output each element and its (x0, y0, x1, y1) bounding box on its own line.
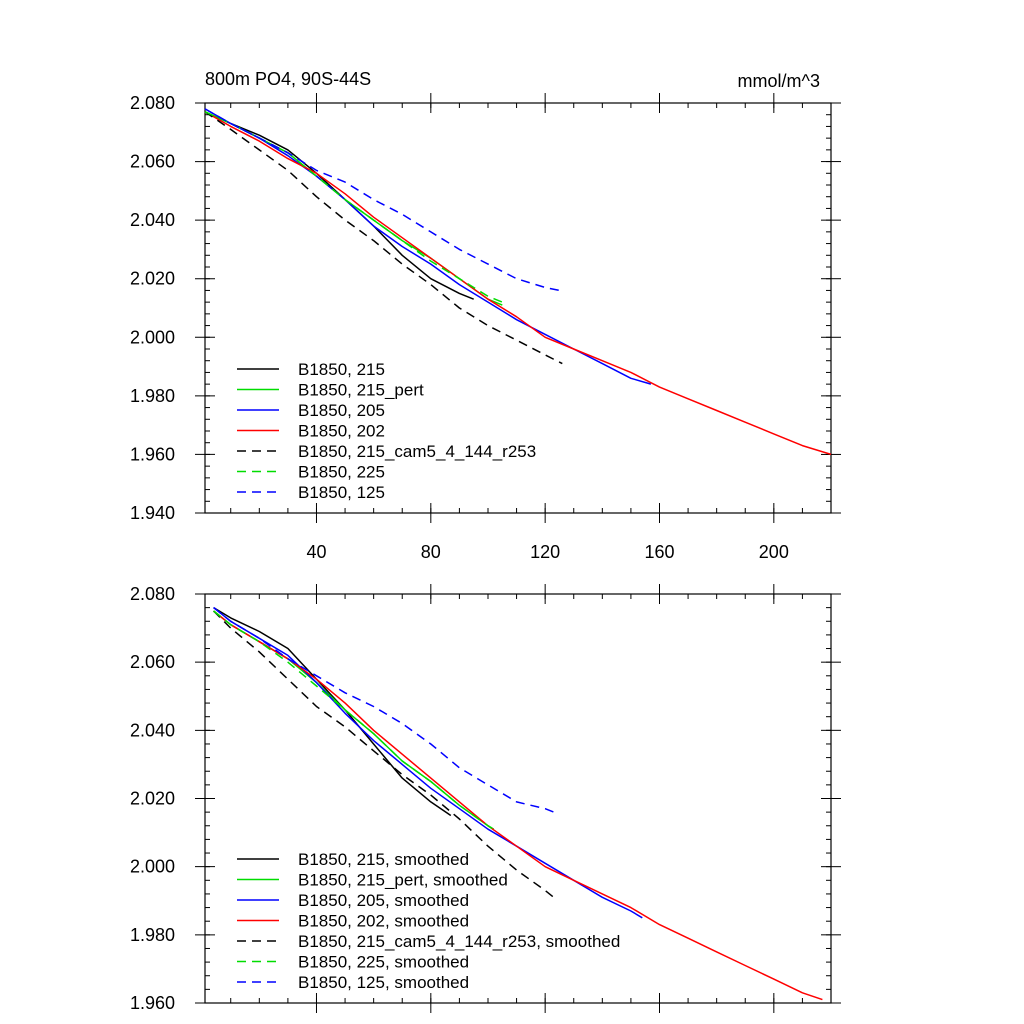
y-tick-label: 1.940 (130, 503, 175, 523)
legend-label: B1850, 125, smoothed (298, 973, 469, 992)
y-tick-label: 1.980 (130, 386, 175, 406)
legend-label: B1850, 205 (298, 401, 385, 420)
y-tick-label: 1.960 (130, 993, 175, 1013)
series-line-6 (204, 108, 560, 292)
y-tick-label: 1.980 (130, 925, 175, 945)
y-tick-label: 2.020 (130, 269, 175, 289)
series-line-5 (213, 610, 495, 830)
legend-label: B1850, 215_cam5_4_144_r253 (298, 442, 536, 461)
units-label: mmol/m^3 (738, 71, 820, 91)
y-tick-label: 2.000 (130, 857, 175, 877)
chart-title: 800m PO4, 90S-44S (205, 69, 371, 89)
y-tick-label: 2.020 (130, 789, 175, 809)
legend-label: B1850, 215 (298, 360, 385, 379)
y-tick-label: 2.060 (130, 652, 175, 672)
series-line-3 (204, 111, 832, 456)
legend-label: B1850, 215_pert, smoothed (298, 871, 508, 890)
legend-label: B1850, 202, smoothed (298, 912, 469, 931)
series-line-2 (213, 607, 643, 919)
panel-bottom: 1.960 1.980 2.000 2.020 2.040 2.060 2.080 B1850… (130, 584, 841, 1013)
x-tick-label: 80 (421, 542, 441, 562)
series-line-5 (204, 111, 503, 303)
legend-label: B1850, 205, smoothed (298, 891, 469, 910)
series-line-4 (204, 111, 563, 365)
legend-label: B1850, 225, smoothed (298, 953, 469, 972)
legend-label: B1850, 202 (298, 422, 385, 441)
y-tick-label: 2.000 (130, 327, 175, 347)
y-tick-label: 2.040 (130, 210, 175, 230)
legend-label: B1850, 225 (298, 463, 385, 482)
legend-label: B1850, 215_cam5_4_144_r253, smoothed (298, 932, 620, 951)
x-tick-label: 160 (644, 542, 674, 562)
y-tick-label: 1.960 (130, 444, 175, 464)
legend-label: B1850, 215_pert (298, 381, 424, 400)
plot-frame (204, 102, 832, 514)
y-tick-label: 2.060 (130, 152, 175, 172)
x-tick-label: 40 (306, 542, 326, 562)
legend-label: B1850, 215, smoothed (298, 850, 469, 869)
y-tick-label: 2.080 (130, 93, 175, 113)
panel-top: 800m PO4, 90S-44S mmol/m^3 1.940 1.960 1.9… (130, 69, 841, 562)
y-tick-label: 2.080 (130, 584, 175, 604)
series-line-0 (213, 606, 452, 817)
x-tick-label: 120 (530, 542, 560, 562)
y-tick-label: 2.040 (130, 720, 175, 740)
x-tick-label: 200 (759, 542, 789, 562)
series-line-2 (204, 108, 652, 385)
series-line-4 (213, 610, 555, 898)
series-line-3 (213, 610, 823, 1001)
series-line-6 (213, 607, 554, 813)
legend-label: B1850, 125 (298, 483, 385, 502)
